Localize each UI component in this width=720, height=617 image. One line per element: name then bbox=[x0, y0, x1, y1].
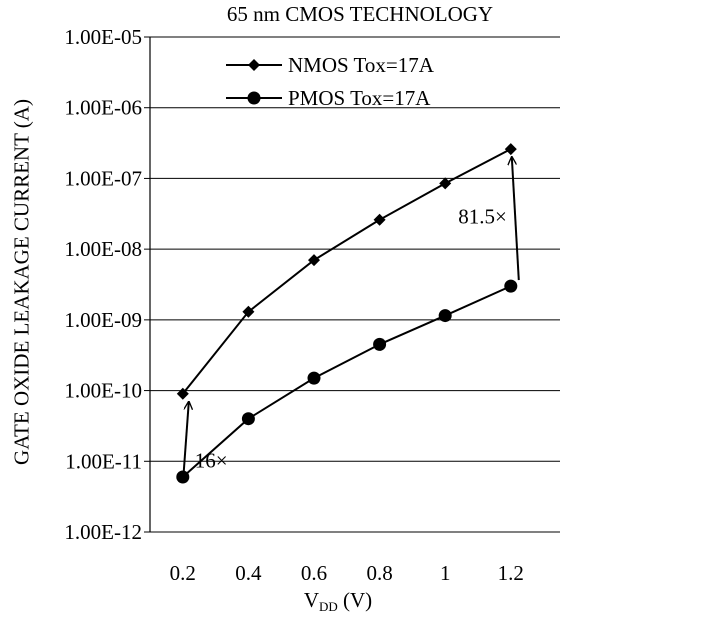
x-tick-label: 0.2 bbox=[170, 561, 196, 585]
legend-marker-circle bbox=[247, 91, 261, 105]
y-tick-label: 1.00E-12 bbox=[64, 520, 142, 544]
data-point-circle bbox=[307, 371, 321, 385]
data-point-diamond bbox=[439, 177, 452, 190]
annotation-arrow bbox=[182, 402, 189, 472]
x-tick-label: 0.8 bbox=[366, 561, 392, 585]
y-tick-label: 1.00E-06 bbox=[64, 96, 142, 120]
x-axis-title: VDD (V) bbox=[304, 588, 372, 615]
x-tick-label: 0.6 bbox=[301, 561, 327, 585]
data-point-circle bbox=[241, 412, 255, 426]
series-line bbox=[182, 148, 512, 395]
x-axis-title-subscript: DD bbox=[318, 599, 338, 614]
x-tick-label: 1.2 bbox=[498, 561, 524, 585]
chart-title: 65 nm CMOS TECHNOLOGY bbox=[226, 2, 494, 26]
annotation-label: 16× bbox=[195, 448, 228, 472]
data-point-diamond bbox=[373, 213, 386, 226]
y-tick-label: 1.00E-11 bbox=[65, 449, 142, 473]
data-point-circle bbox=[176, 470, 190, 484]
y-tick-label: 1.00E-07 bbox=[64, 166, 142, 190]
data-point-circle bbox=[438, 309, 452, 323]
data-point-diamond bbox=[504, 143, 517, 156]
legend-marker-diamond bbox=[248, 59, 260, 71]
x-tick-label: 1 bbox=[440, 561, 451, 585]
y-axis-title: GATE OXIDE LEAKAGE CURRENT (A) bbox=[9, 99, 34, 465]
legend-label: PMOS Tox=17A bbox=[288, 86, 431, 110]
data-point-diamond bbox=[176, 387, 189, 400]
data-point-circle bbox=[504, 279, 518, 293]
x-axis-title-unit: (V) bbox=[337, 588, 373, 612]
y-tick-label: 1.00E-10 bbox=[64, 379, 142, 403]
x-axis-title-main: V bbox=[303, 588, 319, 612]
x-tick-label: 0.4 bbox=[235, 561, 262, 585]
data-point-diamond bbox=[308, 254, 320, 267]
y-tick-label: 1.00E-05 bbox=[64, 25, 142, 49]
y-tick-label: 1.00E-09 bbox=[64, 308, 142, 332]
y-tick-label: 1.00E-08 bbox=[64, 237, 142, 261]
data-point-circle bbox=[373, 337, 387, 351]
annotation-arrow bbox=[512, 157, 520, 281]
data-point-diamond bbox=[242, 305, 255, 318]
annotation-label: 81.5× bbox=[458, 205, 507, 229]
series-line bbox=[182, 285, 512, 478]
legend-label: NMOS Tox=17A bbox=[288, 53, 435, 77]
